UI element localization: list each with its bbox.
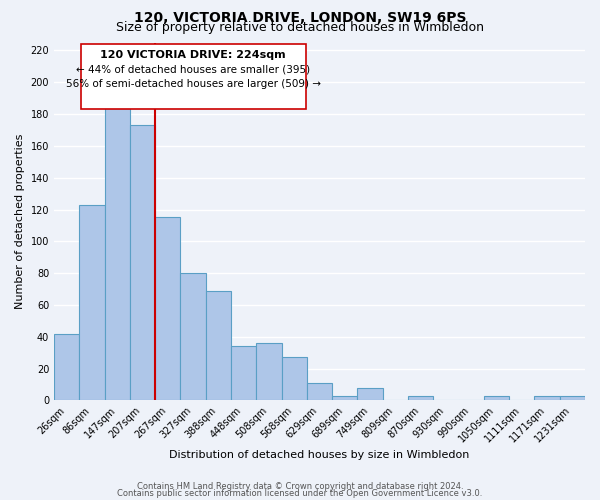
Bar [155,218,181,400]
Bar [256,343,281,400]
Bar [104,108,130,401]
Bar [231,346,256,401]
Bar [281,358,307,401]
Text: ← 44% of detached houses are smaller (395): ← 44% of detached houses are smaller (39… [76,65,310,75]
Text: Size of property relative to detached houses in Wimbledon: Size of property relative to detached ho… [116,21,484,34]
Y-axis label: Number of detached properties: Number of detached properties [15,134,25,309]
Text: 120, VICTORIA DRIVE, LONDON, SW19 6PS: 120, VICTORIA DRIVE, LONDON, SW19 6PS [134,11,466,25]
Text: 120 VICTORIA DRIVE: 224sqm: 120 VICTORIA DRIVE: 224sqm [100,50,286,60]
Text: Contains public sector information licensed under the Open Government Licence v3: Contains public sector information licen… [118,488,482,498]
Bar [54,334,79,400]
Bar [484,396,509,400]
Bar [408,396,433,400]
Bar [79,205,104,400]
Bar [130,125,155,400]
X-axis label: Distribution of detached houses by size in Wimbledon: Distribution of detached houses by size … [169,450,470,460]
FancyBboxPatch shape [80,44,305,110]
Bar [307,383,332,400]
Bar [332,396,358,400]
Text: Contains HM Land Registry data © Crown copyright and database right 2024.: Contains HM Land Registry data © Crown c… [137,482,463,491]
Bar [535,396,560,400]
Bar [560,396,585,400]
Bar [206,290,231,401]
Bar [358,388,383,400]
Bar [181,273,206,400]
Text: 56% of semi-detached houses are larger (509) →: 56% of semi-detached houses are larger (… [65,79,320,89]
